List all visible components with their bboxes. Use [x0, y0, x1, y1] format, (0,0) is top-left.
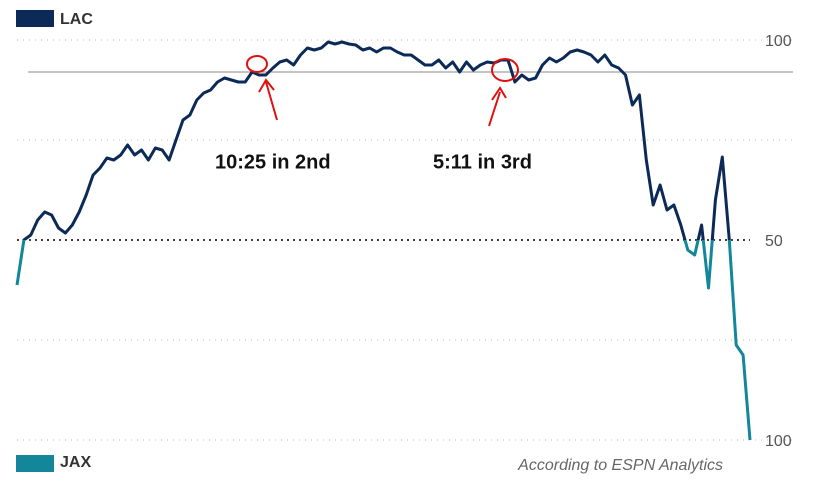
- arrow: [258, 78, 278, 121]
- y-tick-label: 100: [765, 33, 792, 50]
- source: According to ESPN Analytics: [517, 457, 723, 474]
- annotation: 10:25 in 2nd: [215, 151, 331, 173]
- legend-swatch: [16, 455, 54, 472]
- legend-label: JAX: [60, 454, 91, 471]
- legend-swatch: [16, 10, 54, 27]
- arrow: [488, 86, 507, 127]
- y-tick-label: 100: [765, 433, 792, 450]
- legend-label: LAC: [60, 11, 93, 28]
- annotation-marks: [246, 55, 519, 127]
- highlight-circle: [491, 58, 519, 82]
- y-tick-label: 50: [765, 233, 783, 250]
- highlight-circle: [246, 55, 268, 73]
- annotation: 5:11 in 3rd: [433, 151, 532, 173]
- win-probability-line: [15, 40, 752, 441]
